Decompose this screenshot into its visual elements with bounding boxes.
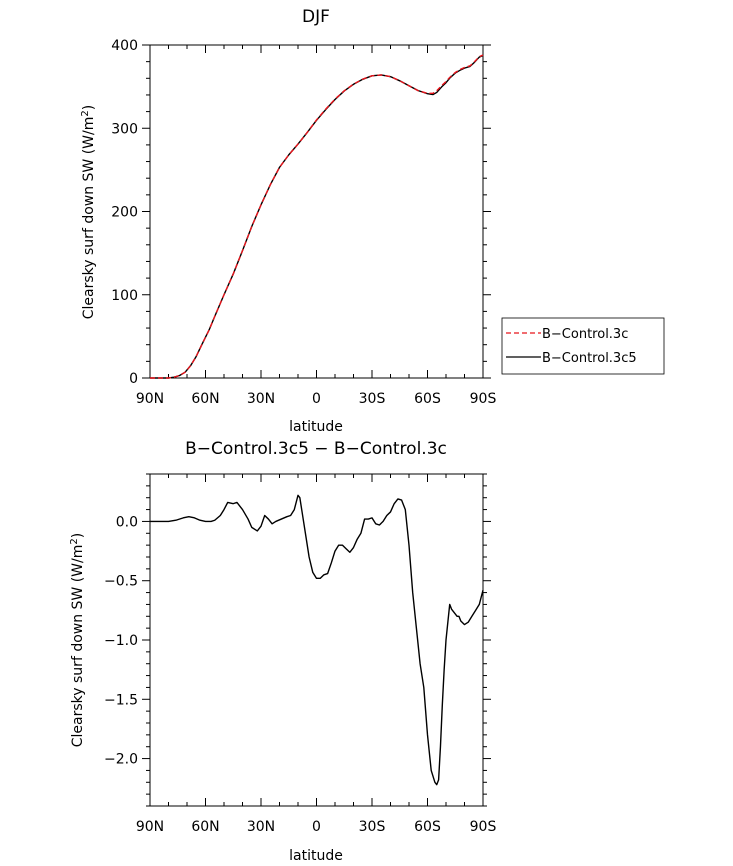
legend-label-3c5: B−Control.3c5 bbox=[542, 351, 637, 366]
diff-x-tick-label: 0 bbox=[312, 819, 321, 835]
plot-frame-difference bbox=[149, 473, 484, 807]
panel-djf: DJF 90N 60N 30N 0 30S 60S 90S 0 100 200 300 400 lat… bbox=[80, 7, 496, 435]
y-axis-label-difference: Clearsky surf down SW (W/m2) bbox=[69, 533, 86, 747]
djf-x-tick-label: 60N bbox=[191, 391, 219, 407]
panel-difference: B−Control.3c5 − B−Control.3c 90N 60N 30N 0 3… bbox=[69, 439, 496, 864]
djf-x-tick-label: 60S bbox=[414, 391, 441, 407]
diff-x-tick-label: 30N bbox=[247, 819, 275, 835]
series-lines-difference bbox=[150, 494, 484, 786]
legend-label-3c: B−Control.3c bbox=[542, 327, 628, 342]
diff-x-tick-label: 90N bbox=[136, 819, 164, 835]
djf-series-line-0 bbox=[150, 54, 484, 379]
axis-ticks-difference: 90N 60N 30N 0 30S 60S 90S 0.0 −0.5 −1.0 −1.5 −2.0 bbox=[104, 473, 497, 835]
diff-x-tick-label: 90S bbox=[470, 819, 497, 835]
series-lines-djf bbox=[150, 54, 484, 379]
chart-title-difference: B−Control.3c5 − B−Control.3c bbox=[185, 439, 447, 459]
djf-y-tick-label: 200 bbox=[111, 205, 138, 221]
djf-y-tick-label: 0 bbox=[129, 371, 138, 387]
x-axis-label-djf: latitude bbox=[289, 419, 343, 435]
djf-y-tick-label: 300 bbox=[111, 121, 138, 137]
legend-box bbox=[501, 317, 665, 375]
djf-x-tick-label: 90N bbox=[136, 391, 164, 407]
diff-x-tick-label: 60S bbox=[414, 819, 441, 835]
diff-y-tick-label: −0.5 bbox=[104, 574, 138, 590]
diff-x-tick-label: 60N bbox=[191, 819, 219, 835]
axis-ticks-djf: 90N 60N 30N 0 30S 60S 90S 0 100 200 300 400 bbox=[111, 38, 496, 407]
diff-x-tick-label: 30S bbox=[359, 819, 386, 835]
djf-y-tick-label: 100 bbox=[111, 288, 138, 304]
x-axis-label-difference: latitude bbox=[289, 848, 343, 864]
djf-x-tick-label: 0 bbox=[312, 391, 321, 407]
diff-series-line-0 bbox=[150, 494, 484, 786]
djf-x-tick-label: 30N bbox=[247, 391, 275, 407]
djf-series-line-1 bbox=[150, 54, 484, 379]
djf-x-tick-label: 30S bbox=[359, 391, 386, 407]
diff-y-tick-label: −1.5 bbox=[104, 692, 138, 708]
diff-y-tick-label: −2.0 bbox=[104, 752, 138, 768]
djf-y-tick-label: 400 bbox=[111, 38, 138, 54]
djf-x-tick-label: 90S bbox=[470, 391, 497, 407]
y-axis-label-djf: Clearsky surf down SW (W/m2) bbox=[80, 105, 97, 319]
legend: B−Control.3c B−Control.3c5 bbox=[501, 317, 665, 375]
diff-y-tick-label: −1.0 bbox=[104, 633, 138, 649]
chart-title-djf: DJF bbox=[302, 7, 330, 27]
diff-y-tick-label: 0.0 bbox=[116, 514, 138, 530]
